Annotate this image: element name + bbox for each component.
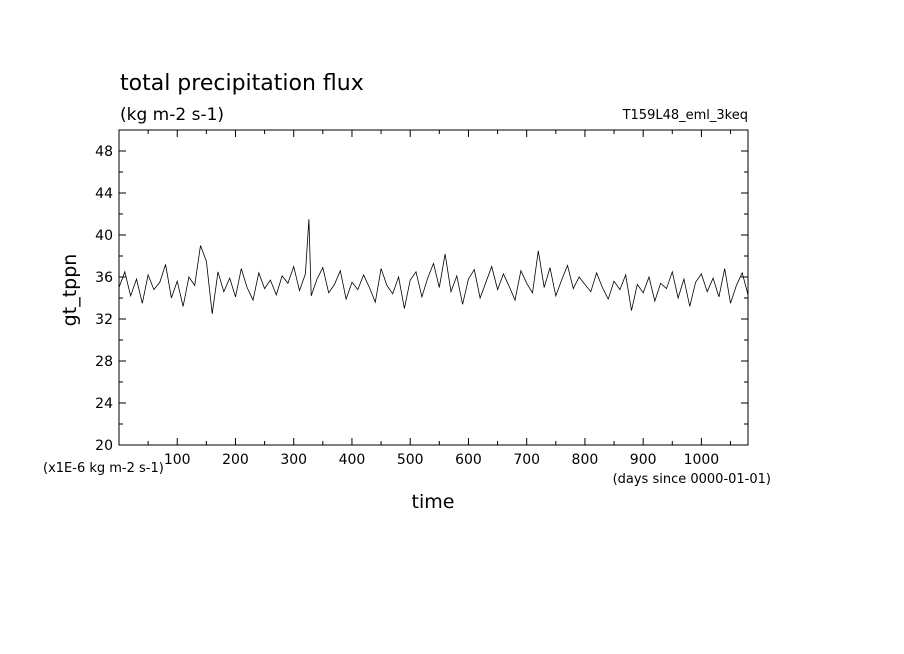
x-tick-label: 200 [222,452,249,468]
x-axis-ticks: 100 200 300 400 500 600 700 800 900 1000 [147,130,732,468]
x-tick-label: 500 [397,452,424,468]
series-line [118,219,749,314]
x-axis-units: (days since 0000-01-01) [613,472,771,487]
y-tick-label: 40 [95,228,113,244]
x-tick-label: 300 [280,452,307,468]
y-tick-label: 28 [95,354,113,370]
chart-subtitle: (kg m-2 s-1) [120,105,224,125]
x-tick-label: 900 [630,452,657,468]
x-tick-label: 100 [164,452,191,468]
x-tick-label: 800 [572,452,599,468]
x-axis-label: time [412,491,455,513]
run-label: T159L48_eml_3keq [622,108,748,123]
y-axis-label: gt_tppn [59,254,81,327]
x-tick-label: 600 [455,452,482,468]
x-tick-label: 700 [513,452,540,468]
x-tick-label: 1000 [684,452,720,468]
y-tick-label: 24 [95,396,113,412]
plot-frame [118,129,749,446]
chart-title: total precipitation flux [120,71,364,96]
y-tick-label: 36 [95,270,113,286]
y-tick-label: 20 [95,438,113,454]
y-axis-ticks: 20 24 28 32 36 40 44 48 [95,129,748,454]
y-axis-units: (x1E-6 kg m-2 s-1) [43,461,164,476]
y-tick-label: 32 [95,312,113,328]
x-tick-label: 400 [339,452,366,468]
y-tick-label: 48 [95,144,113,160]
y-tick-label: 44 [95,186,113,202]
